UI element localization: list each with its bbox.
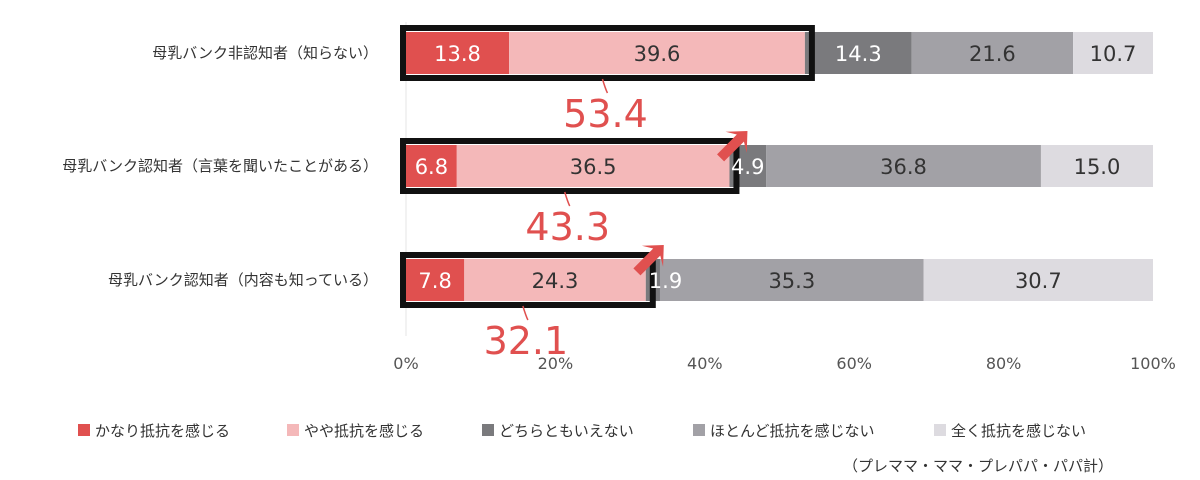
legend-swatch (482, 424, 494, 436)
bar-segment (1073, 32, 1153, 74)
bar-segment (406, 259, 465, 301)
sum-bracket (601, 78, 609, 94)
data-label: 10.7 (1090, 42, 1137, 66)
data-label: 21.6 (969, 42, 1016, 66)
data-label: 6.8 (415, 155, 448, 179)
data-label: 39.6 (634, 42, 681, 66)
sample-note: （プレママ・ママ・プレパパ・パパ計） (843, 457, 1113, 475)
x-tick-label: 80% (986, 354, 1022, 373)
bar-segment (456, 145, 730, 187)
bar-segment (464, 259, 646, 301)
legend-swatch (287, 424, 299, 436)
legend-label: どちらともいえない (499, 422, 634, 440)
bar-segment (509, 32, 805, 74)
highlight-box (400, 138, 740, 194)
data-label: 24.3 (532, 269, 579, 293)
x-tick-label: 20% (538, 354, 574, 373)
arrows-layer (633, 131, 748, 276)
sum-bracket (522, 305, 529, 321)
x-tick-label: 60% (836, 354, 872, 373)
data-label: 35.3 (768, 269, 815, 293)
legend: かなり抵抗を感じる やや抵抗を感じる どちらともいえない ほとんど抵抗を感じない 全く抵… (78, 422, 1086, 440)
category-labels-layer: 母乳バンク非認知者（知らない） 母乳バンク認知者（言葉を聞いたことがある） 母乳バン… (62, 44, 378, 289)
data-label: 4.9 (731, 155, 764, 179)
x-tick-label: 0% (393, 354, 418, 373)
data-label: 1.9 (649, 269, 682, 293)
bar-segment (406, 145, 457, 187)
data-label: 15.0 (1074, 155, 1121, 179)
bar-segment (923, 259, 1153, 301)
down-left-arrow-icon (717, 131, 748, 162)
x-tick-label: 40% (687, 354, 723, 373)
bars-layer (406, 32, 1153, 301)
legend-label: かなり抵抗を感じる (95, 422, 230, 440)
sum-label: 53.4 (563, 92, 648, 136)
category-label: 母乳バンク認知者（言葉を聞いたことがある） (62, 157, 378, 175)
legend-label: やや抵抗を感じる (304, 422, 424, 440)
highlight-box (400, 25, 815, 81)
data-label: 36.8 (880, 155, 927, 179)
data-label: 14.3 (835, 42, 882, 66)
legend-swatch (78, 424, 90, 436)
sum-label: 32.1 (484, 319, 569, 363)
sum-bracket (564, 191, 571, 207)
data-label: 36.5 (570, 155, 617, 179)
data-label: 13.8 (434, 42, 481, 66)
legend-swatch (934, 424, 946, 436)
legend-swatch (693, 424, 705, 436)
category-label: 母乳バンク非認知者（知らない） (152, 44, 378, 62)
legend-label: 全く抵抗を感じない (951, 422, 1086, 440)
data-label: 30.7 (1015, 269, 1062, 293)
bar-segment (911, 32, 1074, 74)
bar-segment (766, 145, 1041, 187)
highlight-box (400, 252, 656, 308)
bar-segment (804, 32, 912, 74)
highlight-layer (400, 25, 815, 308)
data-label: 7.8 (418, 269, 451, 293)
value-labels-layer: 13.8 39.6 14.3 21.6 10.7 6.8 36.5 4.9 36.8 15.0 7.… (415, 42, 1137, 293)
bar-segment (659, 259, 924, 301)
bar-segment (1040, 145, 1153, 187)
bar-segment (406, 32, 510, 74)
category-label: 母乳バンク認知者（内容も知っている） (108, 271, 378, 289)
legend-label: ほとんど抵抗を感じない (710, 422, 875, 440)
x-tick-label: 100% (1130, 354, 1176, 373)
sum-label: 43.3 (525, 205, 610, 249)
x-axis-ticks: 0% 20% 40% 60% 80% 100% (393, 354, 1176, 373)
down-left-arrow-icon (633, 245, 664, 276)
sum-annotations-layer: 53.4 43.3 32.1 (484, 78, 648, 363)
